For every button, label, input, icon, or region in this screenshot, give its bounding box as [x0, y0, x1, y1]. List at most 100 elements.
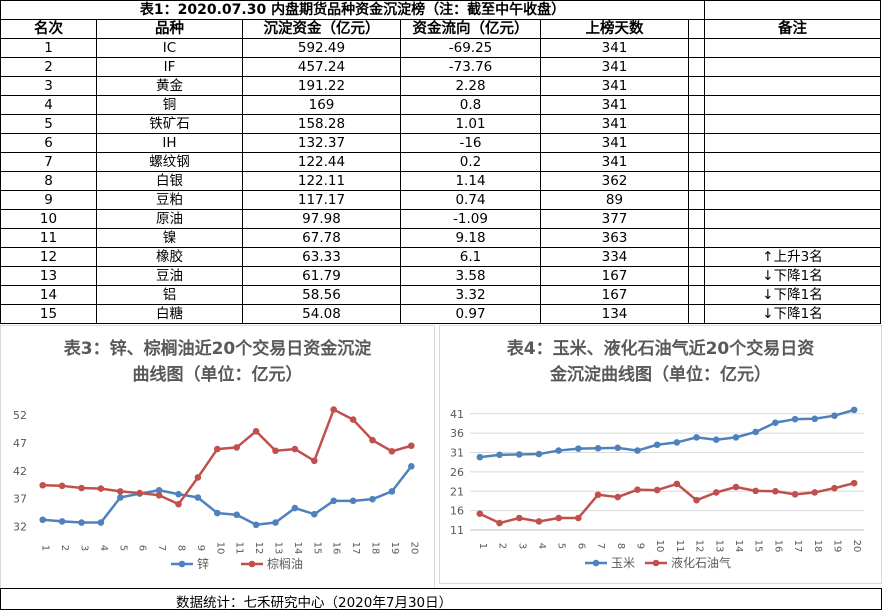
table-cell[interactable]: 341 [540, 76, 689, 96]
table-cell[interactable]: 6 [0, 133, 97, 153]
table-cell[interactable]: 63.33 [242, 247, 401, 267]
table-cell[interactable]: 341 [540, 57, 689, 77]
table-cell[interactable] [688, 228, 705, 248]
table-cell[interactable]: 8 [0, 171, 97, 191]
table-cell[interactable]: 3.32 [400, 285, 541, 305]
table-cell[interactable] [688, 209, 705, 229]
table-title-empty-cell[interactable] [704, 0, 881, 20]
table-cell[interactable]: 158.28 [242, 114, 401, 134]
table-cell[interactable]: -16 [400, 133, 541, 153]
table-cell[interactable]: 3.58 [400, 266, 541, 286]
table-cell[interactable] [704, 133, 881, 153]
table-cell[interactable]: 97.98 [242, 209, 401, 229]
table-cell[interactable]: 334 [540, 247, 689, 267]
table-cell[interactable]: 2.28 [400, 76, 541, 96]
table-cell[interactable]: 螺纹钢 [96, 152, 243, 172]
table-cell[interactable]: 167 [540, 266, 689, 286]
table-cell[interactable]: 67.78 [242, 228, 401, 248]
table-cell[interactable]: 9 [0, 190, 97, 210]
table-cell[interactable] [688, 304, 705, 324]
table-cell[interactable]: 132.37 [242, 133, 401, 153]
table-cell[interactable] [688, 152, 705, 172]
table-cell[interactable]: 0.8 [400, 95, 541, 115]
table-cell[interactable]: 0.97 [400, 304, 541, 324]
table-cell[interactable]: 191.22 [242, 76, 401, 96]
table-cell[interactable]: 白糖 [96, 304, 243, 324]
table-cell[interactable]: 2 [0, 57, 97, 77]
table-cell[interactable]: ↑上升3名 [704, 247, 881, 267]
table-cell[interactable]: 377 [540, 209, 689, 229]
table-cell[interactable] [688, 285, 705, 305]
table-cell[interactable]: 白银 [96, 171, 243, 191]
table-cell[interactable]: 原油 [96, 209, 243, 229]
table-cell[interactable] [704, 152, 881, 172]
table-cell[interactable] [688, 266, 705, 286]
table-cell[interactable]: 上榜天数 [540, 19, 689, 39]
table-cell[interactable] [688, 76, 705, 96]
table-cell[interactable]: 58.56 [242, 285, 401, 305]
table-cell[interactable]: 11 [0, 228, 97, 248]
table-cell[interactable] [688, 38, 705, 58]
table-cell[interactable] [704, 38, 881, 58]
table-cell[interactable]: 沉淀资金（亿元） [242, 19, 401, 39]
table-cell[interactable]: 0.74 [400, 190, 541, 210]
table-cell[interactable]: 341 [540, 152, 689, 172]
table-cell[interactable]: 363 [540, 228, 689, 248]
table-cell[interactable]: 豆粕 [96, 190, 243, 210]
table-cell[interactable]: 15 [0, 304, 97, 324]
table-cell[interactable]: -69.25 [400, 38, 541, 58]
table-cell[interactable]: 4 [0, 95, 97, 115]
table-cell[interactable]: 362 [540, 171, 689, 191]
table-cell[interactable]: 资金流向（亿元） [400, 19, 541, 39]
table-cell[interactable]: 122.44 [242, 152, 401, 172]
table-cell[interactable] [688, 57, 705, 77]
table-cell[interactable]: IH [96, 133, 243, 153]
table-cell[interactable]: 铝 [96, 285, 243, 305]
table-cell[interactable] [704, 228, 881, 248]
table-cell[interactable]: 122.11 [242, 171, 401, 191]
table-cell[interactable] [688, 171, 705, 191]
table-cell[interactable]: IC [96, 38, 243, 58]
table-cell[interactable]: IF [96, 57, 243, 77]
table-cell[interactable]: 7 [0, 152, 97, 172]
table-cell[interactable]: 1 [0, 38, 97, 58]
table-cell[interactable]: 341 [540, 114, 689, 134]
table-cell[interactable]: 0.2 [400, 152, 541, 172]
table-cell[interactable] [704, 114, 881, 134]
table-cell[interactable]: ↓下降1名 [704, 304, 881, 324]
table-cell[interactable]: ↓下降1名 [704, 266, 881, 286]
table-cell[interactable]: 341 [540, 38, 689, 58]
table-cell[interactable] [688, 190, 705, 210]
table-cell[interactable]: 5 [0, 114, 97, 134]
table-cell[interactable]: 117.17 [242, 190, 401, 210]
table-cell[interactable]: 1.01 [400, 114, 541, 134]
table-cell[interactable]: 10 [0, 209, 97, 229]
table-cell[interactable]: 铁矿石 [96, 114, 243, 134]
table-cell[interactable]: 镍 [96, 228, 243, 248]
table-cell[interactable]: 134 [540, 304, 689, 324]
table-cell[interactable]: 6.1 [400, 247, 541, 267]
table-cell[interactable]: 592.49 [242, 38, 401, 58]
table-cell[interactable]: 3 [0, 76, 97, 96]
table-cell[interactable]: 黄金 [96, 76, 243, 96]
table-cell[interactable] [688, 95, 705, 115]
table-cell[interactable]: 341 [540, 133, 689, 153]
table-cell[interactable]: 13 [0, 266, 97, 286]
table-cell[interactable]: 1.14 [400, 171, 541, 191]
table-cell[interactable]: 备注 [704, 19, 881, 39]
table-cell[interactable] [688, 247, 705, 267]
table-cell[interactable] [704, 209, 881, 229]
table-cell[interactable]: 名次 [0, 19, 97, 39]
table-cell[interactable]: 橡胶 [96, 247, 243, 267]
table-cell[interactable] [688, 114, 705, 134]
table-cell[interactable]: 457.24 [242, 57, 401, 77]
table-cell[interactable] [704, 171, 881, 191]
table-cell[interactable] [688, 19, 705, 39]
table-cell[interactable] [704, 57, 881, 77]
table-cell[interactable]: -73.76 [400, 57, 541, 77]
table-cell[interactable]: 14 [0, 285, 97, 305]
table-cell[interactable]: 12 [0, 247, 97, 267]
table-cell[interactable] [704, 76, 881, 96]
table-cell[interactable] [704, 95, 881, 115]
table-cell[interactable]: ↓下降1名 [704, 285, 881, 305]
